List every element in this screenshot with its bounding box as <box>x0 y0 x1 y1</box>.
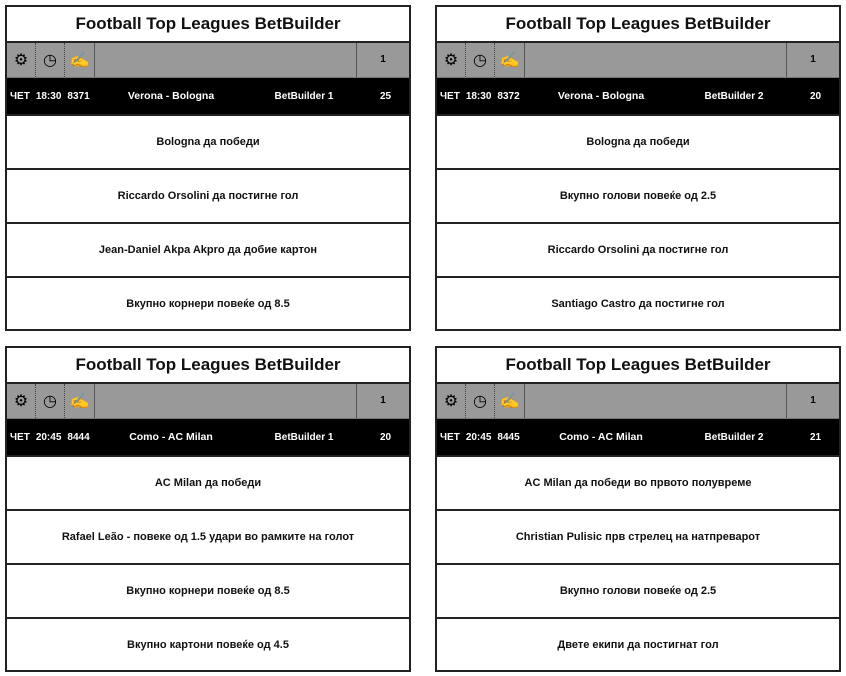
selection-row: Santiago Castro да постигне гол <box>437 276 839 330</box>
odds-value: 20 <box>809 90 822 102</box>
selection-row: Вкупно корнери повеќе од 8.5 <box>7 563 409 617</box>
betbuilder-card: Football Top Leagues BetBuilder ⚙ ◷ ✍ 1 ЧЕ… <box>435 346 841 672</box>
betbuilder-card: Football Top Leagues BetBuilder ⚙ ◷ ✍ 1 ЧЕ… <box>5 5 411 331</box>
match-code: 8372 <box>497 90 520 102</box>
selection-row: Bologna да победи <box>437 114 839 168</box>
card-title: Football Top Leagues BetBuilder <box>7 348 409 384</box>
clock-icon[interactable]: ◷ <box>466 43 495 77</box>
toolbar-spacer <box>95 384 357 418</box>
selection-row: Двете екипи да постигнат гол <box>437 617 839 671</box>
selection-row: Вкупно корнери повеќе од 8.5 <box>7 276 409 330</box>
match-name: Como - AC Milan <box>129 431 213 443</box>
pen-icon[interactable]: ✍ <box>65 43 95 77</box>
match-info-row: ЧЕТ 18:30 8371 Verona - Bologna BetBuilder… <box>7 78 409 114</box>
toolbar: ⚙ ◷ ✍ 1 <box>437 43 839 78</box>
match-code: 8371 <box>67 90 90 102</box>
clock-icon[interactable]: ◷ <box>36 43 65 77</box>
selection-row: Rafael Leão - повеке од 1.5 удари во рам… <box>7 509 409 563</box>
toolbar-spacer <box>525 43 787 77</box>
clock-icon[interactable]: ◷ <box>466 384 495 418</box>
pen-icon[interactable]: ✍ <box>495 43 525 77</box>
match-code: 8444 <box>67 431 90 443</box>
betbuilder-label: BetBuilder 2 <box>704 431 764 443</box>
match-time: 18:30 <box>465 90 492 102</box>
gear-icon[interactable]: ⚙ <box>437 43 466 77</box>
page-number: 1 <box>380 395 386 406</box>
match-name: Verona - Bologna <box>557 90 645 102</box>
page-number: 1 <box>380 54 386 65</box>
betbuilder-card: Football Top Leagues BetBuilder ⚙ ◷ ✍ 1 ЧЕ… <box>435 5 841 331</box>
selection-row: Bologna да победи <box>7 114 409 168</box>
card-title: Football Top Leagues BetBuilder <box>437 348 839 384</box>
selection-row: Christian Pulisic прв стрелец на натпрев… <box>437 509 839 563</box>
selection-row: Riccardo Orsolini да постигне гол <box>437 222 839 276</box>
gear-icon[interactable]: ⚙ <box>7 43 36 77</box>
selection-row: Jean-Daniel Akpa Akpro да добие картон <box>7 222 409 276</box>
match-time: 20:45 <box>465 431 492 443</box>
selection-row: Вкупно голови повеќе од 2.5 <box>437 563 839 617</box>
pen-icon[interactable]: ✍ <box>65 384 95 418</box>
selection-row: Riccardo Orsolini да постигне гол <box>7 168 409 222</box>
match-name: Como - AC Milan <box>559 431 643 443</box>
card-title: Football Top Leagues BetBuilder <box>7 7 409 43</box>
gear-icon[interactable]: ⚙ <box>7 384 36 418</box>
page-number: 1 <box>810 395 816 406</box>
betbuilder-card: Football Top Leagues BetBuilder ⚙ ◷ ✍ 1 ЧЕ… <box>5 346 411 672</box>
selection-row: Вкупно картони повеќе од 4.5 <box>7 617 409 671</box>
match-time: 18:30 <box>35 90 62 102</box>
clock-icon[interactable]: ◷ <box>36 384 65 418</box>
match-info-row: ЧЕТ 20:45 8445 Como - AC Milan BetBuilder … <box>437 419 839 455</box>
match-code: 8445 <box>497 431 520 443</box>
odds-value: 25 <box>379 90 392 102</box>
selection-row: Вкупно голови повеќе од 2.5 <box>437 168 839 222</box>
odds-value: 21 <box>809 431 822 443</box>
match-day: ЧЕТ <box>440 90 460 102</box>
match-day: ЧЕТ <box>440 431 460 443</box>
match-day: ЧЕТ <box>10 90 30 102</box>
match-info-row: ЧЕТ 20:45 8444 Como - AC Milan BetBuilder … <box>7 419 409 455</box>
match-time: 20:45 <box>35 431 62 443</box>
toolbar: ⚙ ◷ ✍ 1 <box>7 384 409 419</box>
selection-row: AC Milan да победи <box>7 455 409 509</box>
betbuilder-label: BetBuilder 2 <box>704 90 764 102</box>
selection-row: AC Milan да победи во првото полувреме <box>437 455 839 509</box>
pen-icon[interactable]: ✍ <box>495 384 525 418</box>
toolbar-spacer <box>525 384 787 418</box>
toolbar: ⚙ ◷ ✍ 1 <box>437 384 839 419</box>
betbuilder-label: BetBuilder 1 <box>274 431 334 443</box>
toolbar-spacer <box>95 43 357 77</box>
toolbar: ⚙ ◷ ✍ 1 <box>7 43 409 78</box>
card-title: Football Top Leagues BetBuilder <box>437 7 839 43</box>
match-info-row: ЧЕТ 18:30 8372 Verona - Bologna BetBuilder… <box>437 78 839 114</box>
betbuilder-label: BetBuilder 1 <box>274 90 334 102</box>
match-name: Verona - Bologna <box>127 90 215 102</box>
odds-value: 20 <box>379 431 392 443</box>
gear-icon[interactable]: ⚙ <box>437 384 466 418</box>
match-day: ЧЕТ <box>10 431 30 443</box>
page-number: 1 <box>810 54 816 65</box>
